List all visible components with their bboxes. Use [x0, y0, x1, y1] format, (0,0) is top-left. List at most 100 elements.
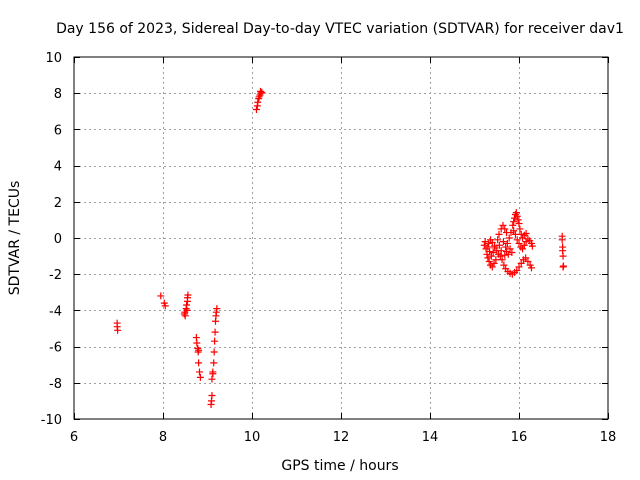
data-point	[492, 256, 500, 264]
y-tick-label: 10	[45, 51, 62, 66]
data-point	[484, 254, 492, 262]
data-point	[195, 346, 203, 354]
data-point	[480, 241, 488, 249]
data-point	[513, 212, 521, 220]
data-point	[484, 243, 492, 251]
y-tick-label: 2	[54, 196, 62, 211]
data-point	[495, 230, 503, 238]
y-tick-label: -2	[49, 268, 62, 283]
x-tick-label: 14	[422, 430, 439, 445]
data-point	[252, 105, 260, 113]
data-point	[494, 236, 502, 244]
data-point	[510, 218, 518, 226]
data-point	[488, 239, 496, 247]
data-points	[113, 87, 567, 409]
data-point	[490, 259, 498, 267]
data-point	[503, 239, 511, 247]
data-point	[513, 267, 521, 275]
data-point	[157, 292, 165, 300]
data-point	[210, 348, 218, 356]
data-point	[514, 216, 522, 224]
data-point	[527, 264, 535, 272]
data-point	[517, 259, 525, 267]
data-point	[485, 258, 493, 266]
y-tick-labels: 10 8 6 4 2 0 -2 -4 -6 -8 -10	[41, 51, 62, 428]
y-tick-label: 4	[54, 160, 62, 175]
data-point	[196, 373, 204, 381]
data-point	[498, 256, 506, 264]
data-point	[489, 248, 497, 256]
data-point	[506, 245, 514, 253]
data-point	[486, 248, 494, 256]
data-point	[522, 254, 530, 262]
data-point	[210, 359, 218, 367]
data-point	[560, 262, 567, 270]
data-point	[181, 312, 189, 320]
data-point	[208, 375, 216, 383]
data-point	[508, 248, 516, 256]
y-tick-label: 0	[54, 232, 62, 247]
x-tick-label: 18	[600, 430, 617, 445]
data-point	[499, 238, 507, 246]
y-tick-label: -4	[49, 304, 62, 319]
y-tick-label: 8	[54, 87, 62, 102]
data-point	[503, 248, 511, 256]
data-point	[501, 251, 509, 259]
data-point	[495, 241, 503, 249]
data-point	[522, 229, 530, 237]
chart-title: Day 156 of 2023, Sidereal Day-to-day VTE…	[56, 21, 624, 37]
data-point	[195, 368, 203, 376]
data-point	[515, 239, 523, 247]
data-point	[505, 234, 513, 242]
data-point	[528, 242, 536, 250]
data-point	[558, 236, 566, 244]
plot-frame	[73, 56, 609, 420]
data-point	[209, 370, 217, 378]
data-point	[208, 391, 216, 399]
data-point	[512, 209, 520, 217]
data-point	[193, 339, 201, 347]
data-point	[258, 88, 266, 96]
data-point	[515, 220, 523, 228]
data-point	[491, 244, 499, 252]
data-point	[114, 326, 122, 334]
data-point	[511, 230, 519, 238]
y-tick-label: -10	[41, 413, 62, 428]
x-tick-label: 16	[511, 430, 528, 445]
data-point	[256, 87, 264, 95]
data-point	[213, 305, 221, 313]
y-tick-label: -6	[49, 341, 62, 356]
data-point	[497, 247, 505, 255]
x-tick-label: 8	[159, 430, 167, 445]
data-point	[211, 328, 219, 336]
x-tick-label: 10	[244, 430, 261, 445]
data-point	[481, 238, 489, 246]
data-point	[502, 243, 510, 251]
data-point	[515, 263, 523, 271]
data-point	[485, 239, 493, 247]
x-tick-label: 6	[70, 430, 78, 445]
data-point	[254, 98, 262, 106]
data-point	[496, 252, 504, 260]
data-point	[513, 236, 521, 244]
data-point	[501, 225, 509, 233]
data-point	[211, 337, 219, 345]
data-point	[510, 227, 518, 235]
data-point	[488, 263, 496, 271]
data-point	[519, 245, 527, 253]
y-tick-label: -8	[49, 377, 62, 392]
y-tick-label: 6	[54, 123, 62, 138]
y-axis-label: SDTVAR / TECUs	[7, 181, 23, 296]
data-point	[520, 241, 528, 249]
x-tick-labels: 6 8 10 12 14 16 18	[70, 430, 616, 445]
data-point	[516, 225, 524, 233]
data-point	[499, 221, 507, 229]
x-axis-label: GPS time / hours	[281, 458, 398, 474]
data-point	[183, 306, 191, 314]
data-point	[184, 291, 192, 299]
data-point	[509, 221, 517, 229]
data-point	[161, 302, 169, 310]
data-point	[559, 252, 567, 260]
